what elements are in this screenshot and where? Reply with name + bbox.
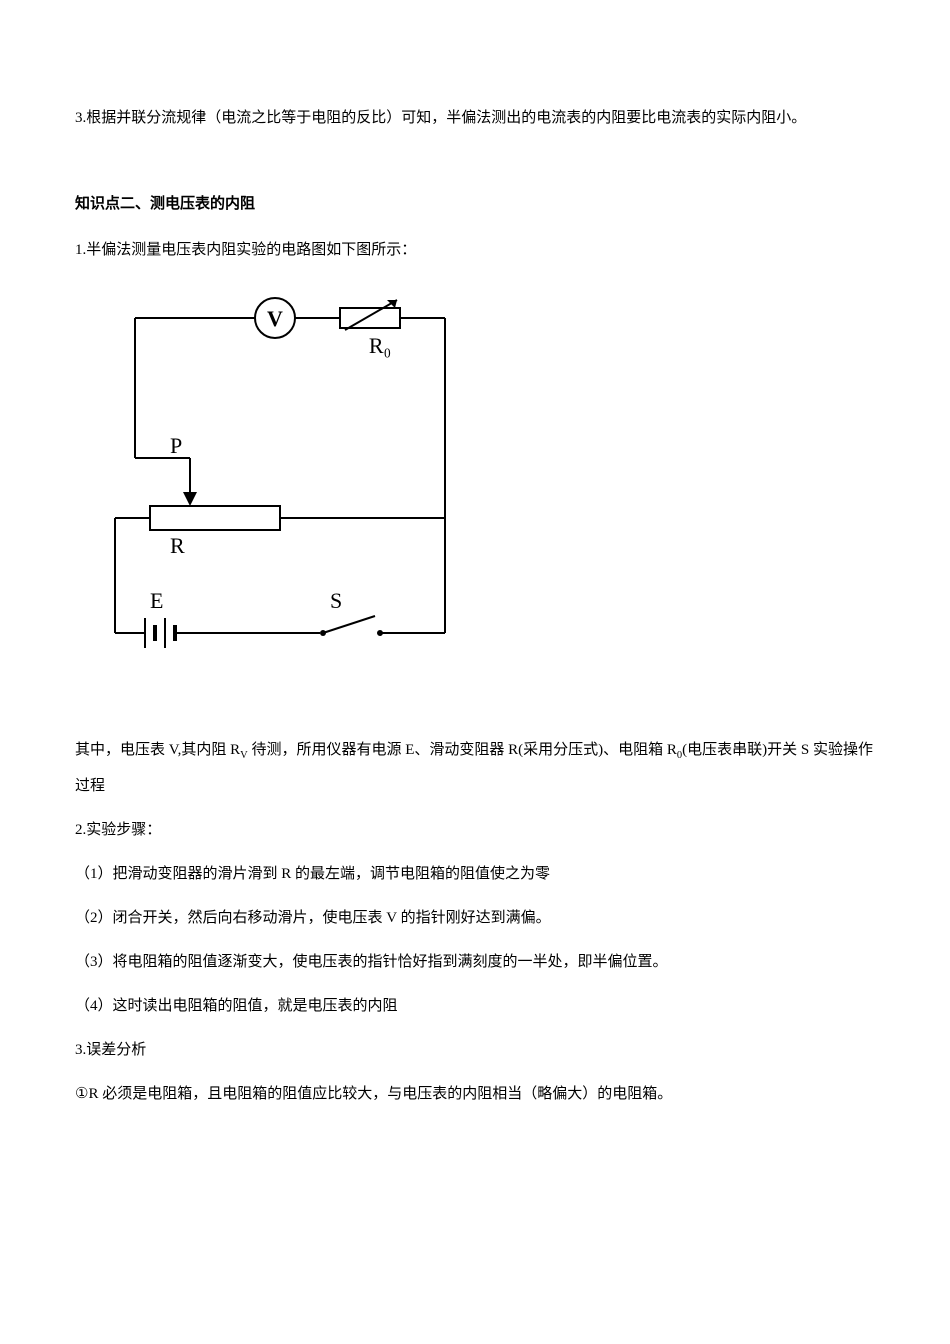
step-1: （1）把滑动变阻器的滑片滑到 R 的最左端，调节电阻箱的阻值使之为零 (75, 856, 875, 892)
step-3: （3）将电阻箱的阻值逐渐变大，使电压表的指针恰好指到满刻度的一半处，即半偏位置。 (75, 944, 875, 980)
error-1: ①R 必须是电阻箱，且电阻箱的阻值应比较大，与电压表的内阻相当（略偏大）的电阻箱… (75, 1076, 875, 1112)
p2-sub1: V (240, 750, 248, 761)
section-2-p1: 1.半偏法测量电压表内阻实验的电路图如下图所示： (75, 232, 875, 268)
r0-label: R₀ (369, 333, 391, 358)
section-2-p4: 3.误差分析 (75, 1032, 875, 1068)
r-label: R (170, 533, 185, 558)
section-2-p3: 2.实验步骤： (75, 812, 875, 848)
circuit-diagram: V R₀ P R (75, 288, 875, 702)
section-2-p2: 其中，电压表 V,其内阻 RV 待测，所用仪器有电源 E、滑动变阻器 R(采用分… (75, 732, 875, 804)
s-label: S (330, 588, 342, 613)
intro-para-3: 3.根据并联分流规律（电流之比等于电阻的反比）可知，半偏法测出的电流表的内阻要比… (75, 100, 875, 136)
step-4: （4）这时读出电阻箱的阻值，就是电压表的内阻 (75, 988, 875, 1024)
circuit-svg: V R₀ P R (75, 288, 465, 688)
document-page: 3.根据并联分流规律（电流之比等于电阻的反比）可知，半偏法测出的电流表的内阻要比… (0, 0, 950, 1344)
e-label: E (150, 588, 163, 613)
voltmeter-label: V (267, 306, 283, 331)
p-label: P (170, 433, 182, 458)
p2-prefix: 其中，电压表 V,其内阻 R (75, 742, 240, 758)
section-2-title: 知识点二、测电压表的内阻 (75, 186, 875, 222)
p2-mid1: 待测，所用仪器有电源 E、滑动变阻器 R(采用分压式)、电阻箱 R (248, 742, 677, 758)
step-2: （2）闭合开关，然后向右移动滑片，使电压表 V 的指针刚好达到满偏。 (75, 900, 875, 936)
